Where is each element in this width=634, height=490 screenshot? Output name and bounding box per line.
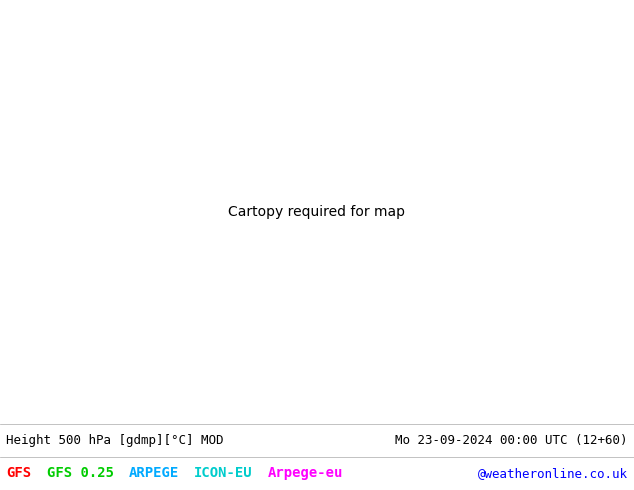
Text: Arpege-eu: Arpege-eu [268, 466, 343, 480]
Text: @weatheronline.co.uk: @weatheronline.co.uk [477, 467, 628, 480]
Text: Mo 23-09-2024 00:00 UTC (12+60): Mo 23-09-2024 00:00 UTC (12+60) [395, 434, 628, 447]
Text: Cartopy required for map: Cartopy required for map [228, 205, 406, 219]
Text: GFS: GFS [6, 466, 32, 480]
Text: ARPEGE: ARPEGE [129, 466, 179, 480]
Text: GFS 0.25: GFS 0.25 [47, 466, 114, 480]
Text: ICON-EU: ICON-EU [194, 466, 252, 480]
Text: Height 500 hPa [gdmp][°C] MOD: Height 500 hPa [gdmp][°C] MOD [6, 434, 224, 447]
